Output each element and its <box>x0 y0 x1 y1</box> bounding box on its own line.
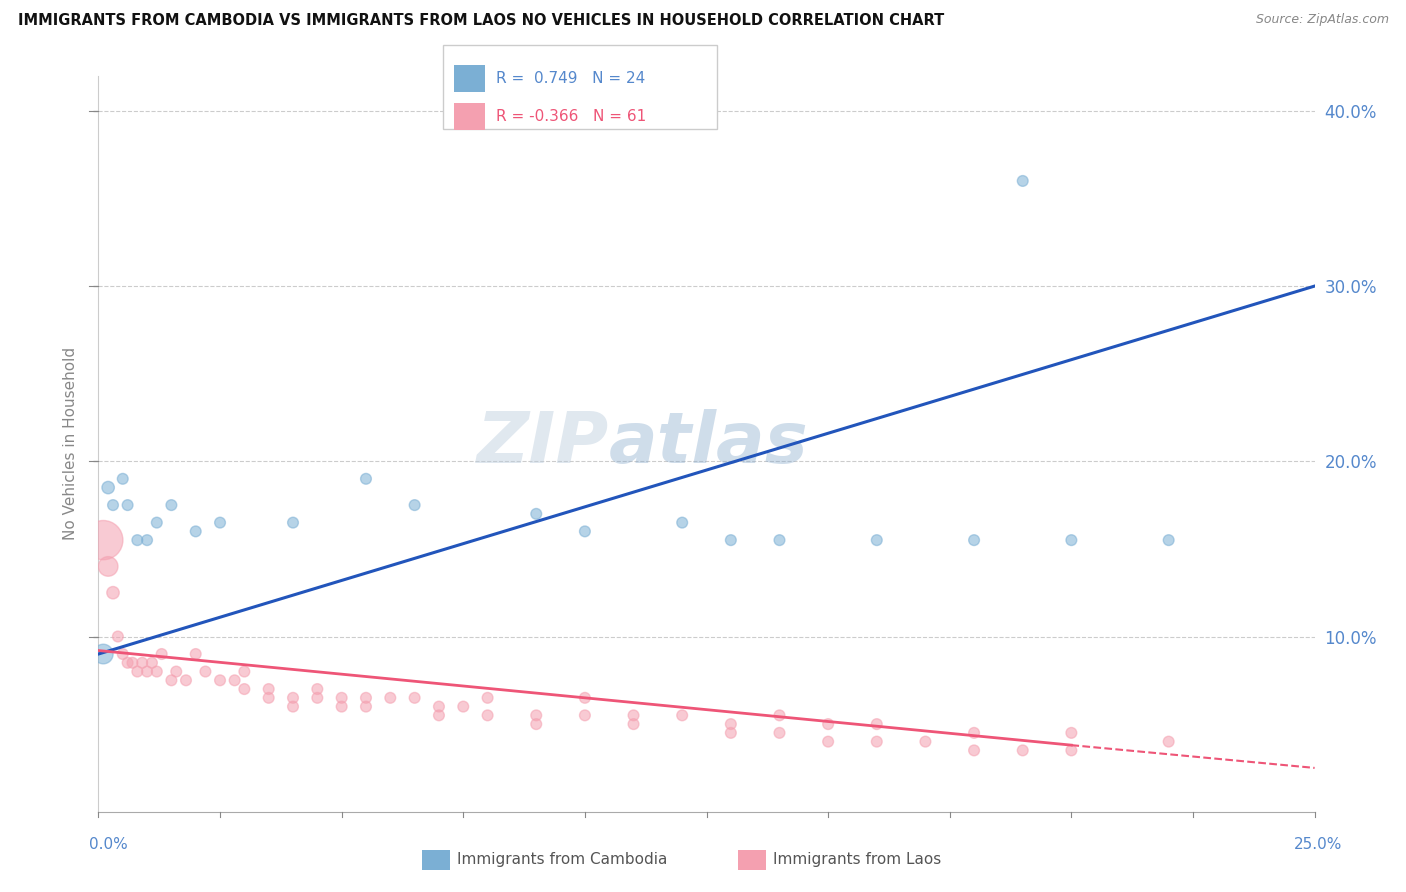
Point <box>184 647 207 661</box>
Point <box>404 690 426 705</box>
Text: Immigrants from Laos: Immigrants from Laos <box>773 853 942 867</box>
Point <box>233 681 256 696</box>
Point <box>281 516 304 530</box>
Point <box>720 533 742 548</box>
Point <box>194 665 217 679</box>
Point <box>453 699 475 714</box>
Point <box>174 673 197 688</box>
Text: IMMIGRANTS FROM CAMBODIA VS IMMIGRANTS FROM LAOS NO VEHICLES IN HOUSEHOLD CORREL: IMMIGRANTS FROM CAMBODIA VS IMMIGRANTS F… <box>18 13 945 29</box>
Point <box>671 708 693 723</box>
Text: Immigrants from Cambodia: Immigrants from Cambodia <box>457 853 668 867</box>
Point <box>136 665 159 679</box>
Point <box>111 472 134 486</box>
Point <box>1011 174 1033 188</box>
Point <box>150 647 173 661</box>
Point <box>97 559 120 574</box>
Text: R = -0.366   N = 61: R = -0.366 N = 61 <box>496 109 647 124</box>
Point <box>91 647 114 661</box>
Point <box>477 708 499 723</box>
Point <box>101 498 124 512</box>
Point <box>101 585 124 599</box>
Point <box>963 726 986 740</box>
Text: 25.0%: 25.0% <box>1295 838 1343 852</box>
Point <box>768 533 790 548</box>
Point <box>574 708 596 723</box>
Point <box>671 516 693 530</box>
Y-axis label: No Vehicles in Household: No Vehicles in Household <box>63 347 77 541</box>
Point <box>720 717 742 731</box>
Point <box>1157 734 1180 748</box>
Point <box>914 734 936 748</box>
Point <box>524 507 547 521</box>
Point <box>121 656 143 670</box>
Point <box>866 734 889 748</box>
Point <box>131 656 153 670</box>
Point <box>224 673 246 688</box>
Point <box>117 656 139 670</box>
Point <box>768 708 790 723</box>
Point <box>330 690 353 705</box>
Point <box>817 734 839 748</box>
Point <box>354 690 377 705</box>
Point <box>136 533 159 548</box>
Text: Source: ZipAtlas.com: Source: ZipAtlas.com <box>1256 13 1389 27</box>
Point <box>817 717 839 731</box>
Point <box>623 708 645 723</box>
Point <box>91 533 114 548</box>
Point <box>146 516 169 530</box>
Point <box>257 681 280 696</box>
Point <box>160 498 183 512</box>
Point <box>574 690 596 705</box>
Point <box>866 717 889 731</box>
Point <box>330 699 353 714</box>
Point <box>160 673 183 688</box>
Point <box>866 533 889 548</box>
Point <box>1011 743 1033 757</box>
Point <box>111 647 134 661</box>
Point <box>574 524 596 539</box>
Point <box>184 524 207 539</box>
Point <box>141 656 163 670</box>
Point <box>209 516 232 530</box>
Point <box>127 533 149 548</box>
Point <box>117 498 139 512</box>
Point <box>281 699 304 714</box>
Point <box>354 472 377 486</box>
Point <box>233 665 256 679</box>
Point <box>427 699 450 714</box>
Point <box>963 743 986 757</box>
Text: atlas: atlas <box>609 409 808 478</box>
Point <box>963 533 986 548</box>
Point <box>127 665 149 679</box>
Point <box>524 708 547 723</box>
Point <box>1060 533 1083 548</box>
Point <box>146 665 169 679</box>
Point <box>165 665 187 679</box>
Point <box>427 708 450 723</box>
Point <box>404 498 426 512</box>
Text: ZIP: ZIP <box>477 409 609 478</box>
Point <box>307 690 329 705</box>
Point <box>524 717 547 731</box>
Point <box>354 699 377 714</box>
Point <box>97 481 120 495</box>
Point <box>281 690 304 705</box>
Point <box>107 630 129 644</box>
Point <box>209 673 232 688</box>
Point <box>1060 743 1083 757</box>
Text: 0.0%: 0.0% <box>89 838 128 852</box>
Text: R =  0.749   N = 24: R = 0.749 N = 24 <box>496 71 645 86</box>
Point <box>768 726 790 740</box>
Point <box>477 690 499 705</box>
Point <box>1060 726 1083 740</box>
Point <box>1157 533 1180 548</box>
Point <box>307 681 329 696</box>
Point <box>257 690 280 705</box>
Point <box>623 717 645 731</box>
Point <box>720 726 742 740</box>
Point <box>380 690 402 705</box>
